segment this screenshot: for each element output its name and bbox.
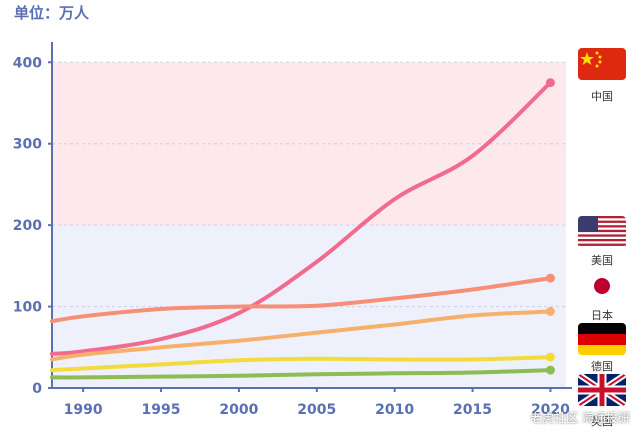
series-line-0 [50, 80, 553, 356]
watermark: 老虎社区 海通投研 [530, 411, 630, 425]
series-line-2 [50, 309, 553, 362]
legend-label: 日本 [591, 309, 613, 322]
y-tick-label: 200 [13, 218, 42, 234]
series-end-point-0 [545, 78, 555, 88]
y-tick-label: 100 [13, 300, 42, 316]
usa-flag-icon [578, 216, 626, 248]
legend-label: 中国 [591, 90, 613, 103]
series-end-point-1 [545, 273, 555, 283]
x-tick-label: 2020 [531, 402, 570, 418]
uk-flag-icon [578, 374, 626, 406]
legend-label: 德国 [591, 360, 613, 373]
series-end-point-3 [545, 352, 555, 362]
series-line-1 [50, 276, 553, 324]
series-end-point-4 [545, 365, 555, 375]
series-line-4 [50, 368, 553, 380]
x-tick-label: 1995 [142, 402, 181, 418]
x-tick-label: 2005 [297, 402, 336, 418]
japan-flag-icon [578, 270, 626, 302]
y-tick-label: 0 [32, 381, 42, 397]
series-end-point-2 [545, 306, 555, 316]
y-tick-label: 400 [13, 55, 42, 71]
x-tick-label: 2000 [219, 402, 258, 418]
germany-flag-icon [578, 323, 626, 355]
legend-label: 英国 [591, 415, 613, 428]
china-flag-icon [578, 48, 626, 80]
y-tick-label: 300 [13, 137, 42, 153]
legend-label: 美国 [591, 254, 613, 267]
x-tick-label: 2010 [375, 402, 414, 418]
x-tick-label: 1990 [64, 402, 103, 418]
unit-label: 单位：万人 [14, 4, 90, 22]
series-line-3 [50, 355, 553, 373]
x-tick-label: 2015 [453, 402, 492, 418]
